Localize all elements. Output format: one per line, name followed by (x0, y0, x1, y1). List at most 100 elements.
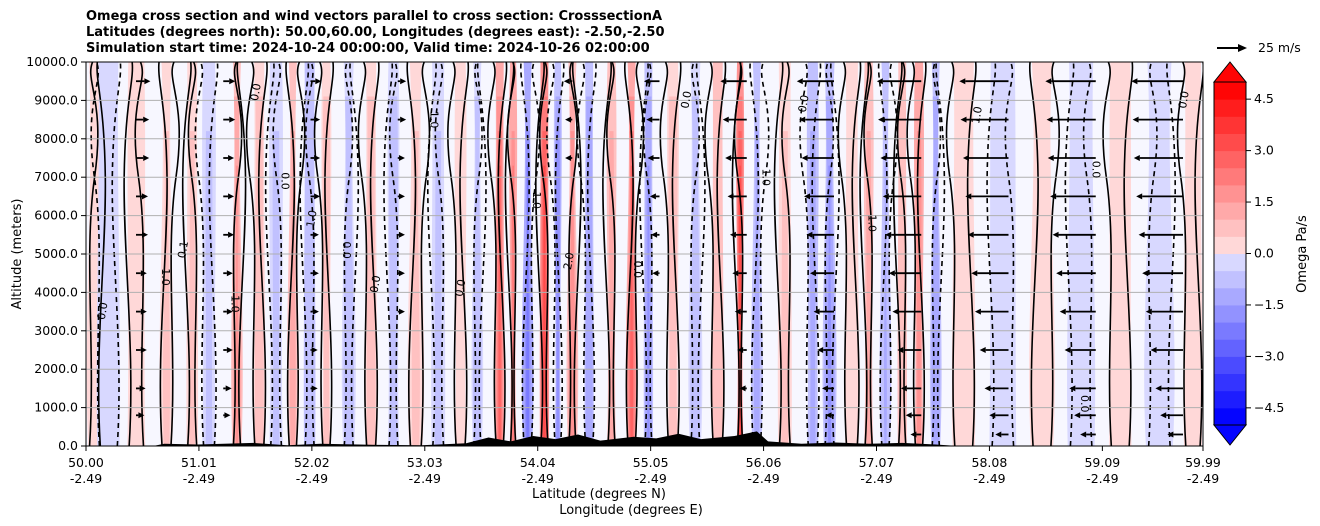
x-axis-label-lon: Longitude (degrees E) (559, 503, 703, 518)
wind-vector-head-r7-c0 (142, 193, 148, 200)
contour-label-11: 1.0 (530, 191, 543, 209)
wind-vector-head-r10-c7 (720, 78, 727, 85)
wind-vector-head-r5-c0 (140, 270, 147, 277)
contour-line-6-left (232, 62, 243, 446)
omega-band-14-tier-3 (391, 165, 395, 446)
x-tick-label-lon-2: -2.49 (296, 471, 328, 486)
contour-label-0: 0.0 (95, 301, 111, 320)
contour-line-19-right (497, 62, 508, 446)
contour-label-15: 1.0 (759, 168, 772, 186)
wind-vector-head-r9-c11 (1046, 116, 1053, 123)
wind-vector-head-r10-c10 (959, 78, 966, 85)
omega-band-28-tier-3 (647, 165, 650, 446)
colorbar-level-13 (1214, 184, 1246, 203)
contour-line-22-left (535, 62, 545, 446)
wind-vector-head-r6-c8 (806, 231, 813, 238)
title-line-3: Simulation start time: 2024-10-24 00:00:… (86, 41, 650, 56)
contour-line-40-left (892, 62, 903, 446)
contour-line-25-right (586, 62, 597, 446)
contour-line-25-left (576, 62, 587, 446)
colorbar-level-12 (1214, 202, 1246, 220)
omega-band-18-tier-3 (475, 165, 479, 446)
wind-vector-head-r4-c8 (813, 308, 820, 315)
contour-line-24-left (568, 62, 578, 446)
omega-band-44-tier-3 (999, 165, 1007, 446)
omega-band-2-tier-3 (134, 165, 139, 446)
wind-vector-head-r2-c8 (822, 385, 828, 392)
omega-band-9-tier-3 (291, 165, 295, 446)
x-tick-label-lon-5: -2.49 (634, 471, 666, 486)
contour-line-0-right (96, 62, 107, 446)
wind-vector-head-r9-c1 (229, 116, 236, 123)
omega-band-43-tier-3 (960, 165, 967, 446)
wind-vector-head-r8-c6 (647, 155, 654, 161)
colorbar-level-5 (1214, 322, 1246, 340)
wind-vector-head-r8-c7 (725, 155, 732, 161)
wind-vector-head-r6-c11 (1052, 231, 1059, 238)
wind-vector-head-r5-c12 (1142, 270, 1149, 277)
contour-label-14: 0.0 (678, 90, 694, 109)
contour-line-48-right (1166, 62, 1176, 446)
omega-band-47-tier-3 (1117, 165, 1124, 446)
contour-line-23-left (546, 62, 556, 446)
omega-band-6-tier-3 (235, 165, 239, 446)
terrain (86, 431, 1203, 446)
contour-line-24-right (571, 62, 582, 446)
wind-vector-head-r4-c1 (226, 308, 233, 315)
wind-vector-head-r8-c11 (1047, 155, 1054, 161)
contour-line-41-left (906, 62, 917, 446)
wind-vector-head-r8-c5 (565, 155, 572, 161)
wind-vector-head-r8-c2 (314, 155, 321, 161)
colorbar-level-4 (1214, 339, 1246, 357)
colorbar-level-6 (1214, 304, 1246, 323)
contour-line-11-right (324, 62, 335, 446)
wind-vector-head-r1-c11 (1074, 412, 1081, 419)
contour-line-34-left (773, 62, 784, 446)
contour-label-19: 0.0 (1089, 161, 1102, 179)
colorbar-level-9 (1214, 253, 1246, 272)
wind-vector-head-r5-c10 (971, 270, 978, 277)
wind-vector-head-r3-c9 (897, 347, 904, 353)
omega-band-39-tier-3 (883, 165, 887, 446)
wind-vector-head-r6-c2 (312, 231, 319, 238)
contour-label-17: 1.0 (866, 215, 879, 233)
contour-line-28-right (642, 62, 653, 446)
wind-vector-head-r8-c10 (962, 155, 969, 161)
wind-vector-head-r5-c6 (652, 270, 659, 277)
wind-vector-head-r0-c11 (1080, 431, 1087, 438)
wind-vector-head-r8-c9 (880, 155, 887, 161)
omega-band-10-tier-3 (308, 165, 312, 446)
contour-line-38-left (859, 62, 870, 446)
wind-vector-head-r7-c12 (1136, 193, 1143, 200)
x-tick-label-lat-3: 53.03 (407, 455, 443, 470)
omega-band-16-tier-3 (436, 165, 440, 446)
wind-vector-head-r3-c1 (226, 347, 233, 353)
quiver-key-label: 25 m/s (1258, 40, 1301, 55)
colorbar: 4.5 3.0 1.5 0.0 −1.5 −3.0 −4.5 (1212, 61, 1284, 446)
contour-line-44-right (1004, 62, 1015, 446)
contour-line-1-left (90, 62, 101, 446)
x-tick-label-lon-3: -2.49 (409, 471, 441, 486)
contour-label-6: 1.0 (304, 209, 320, 228)
wind-vector-head-r7-c3 (398, 193, 405, 200)
contour-line-36-left (824, 62, 835, 446)
contour-line-9-right (295, 62, 306, 446)
contour-label-9: 1.0 (427, 111, 440, 129)
contour-line-14-right (388, 62, 399, 446)
wind-vector-head-r4-c11 (1059, 308, 1066, 315)
wind-vector-head-r5-c2 (312, 270, 319, 277)
wind-vector-head-r10-c8 (796, 78, 803, 85)
wind-vector-head-r2-c10 (984, 385, 991, 392)
contour-line-13-left (357, 62, 368, 446)
wind-vector-head-r8-c0 (143, 155, 150, 161)
contour-line-41-right (916, 62, 927, 446)
x-tick-label-lat-1: 51.01 (181, 455, 217, 470)
wind-vector-head-r7-c2 (314, 193, 321, 200)
contour-line-39-right (888, 62, 899, 446)
wind-vector-head-r4-c0 (140, 308, 147, 315)
contour-line-8-right (272, 62, 283, 446)
contour-line-1-right (111, 62, 122, 446)
omega-band-36-tier-3 (827, 165, 832, 446)
contour-line-42-left (931, 62, 942, 446)
